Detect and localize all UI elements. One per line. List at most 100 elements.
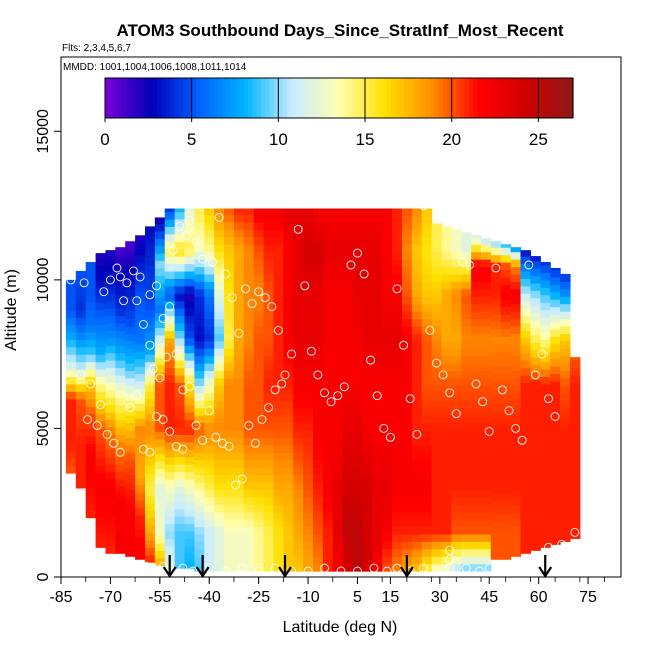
heatmap-cell (174, 516, 186, 525)
heatmap-cell (135, 484, 146, 493)
heatmap-column (214, 208, 225, 572)
heatmap-cell (164, 434, 176, 443)
heatmap-cell (174, 478, 186, 487)
heatmap-cell (105, 493, 116, 502)
heatmap-cell (303, 244, 314, 253)
heatmap-cell (372, 533, 383, 542)
x-tick-label: 75 (579, 589, 597, 606)
heatmap-cell (164, 263, 176, 272)
heatmap-cell (243, 548, 255, 557)
heatmap-cell (105, 263, 116, 272)
heatmap-cell (105, 523, 116, 532)
heatmap-cell (194, 481, 205, 490)
heatmap-cell (214, 333, 225, 342)
heatmap-cell (540, 383, 551, 392)
heatmap-cell (303, 363, 314, 372)
heatmap-cell (303, 452, 314, 461)
heatmap-cell (530, 483, 541, 492)
heatmap-cell (214, 214, 225, 223)
heatmap-cell (154, 342, 166, 351)
heatmap-cell (233, 273, 245, 282)
heatmap-cell (332, 504, 344, 513)
heatmap-cell (194, 444, 205, 453)
heatmap-cell (233, 221, 245, 230)
heatmap-cell (145, 324, 156, 333)
heatmap-cell (540, 539, 551, 548)
heatmap-cell (184, 374, 196, 383)
heatmap-cell (401, 519, 413, 528)
heatmap-cell (362, 511, 373, 520)
heatmap-cell (362, 236, 373, 245)
heatmap-cell (530, 401, 541, 410)
heatmap-cell (224, 422, 235, 431)
heatmap-cell (105, 404, 116, 413)
heatmap-cell (540, 406, 551, 415)
heatmap-cell (401, 496, 413, 505)
heatmap-cell (520, 322, 532, 331)
heatmap-cell (530, 319, 541, 328)
heatmap-cell (263, 281, 275, 290)
heatmap-cell (560, 429, 571, 438)
heatmap-cell (332, 563, 344, 572)
heatmap-cell (510, 340, 522, 349)
heatmap-cell (362, 296, 373, 305)
heatmap-cell (392, 236, 403, 245)
sample-point (438, 370, 448, 380)
sample-point (303, 566, 313, 576)
heatmap-cell (204, 511, 215, 520)
colorbar-swatch (391, 78, 396, 118)
heatmap-cell (481, 407, 492, 416)
heatmap-cell (441, 504, 452, 513)
heatmap-cell (95, 346, 107, 355)
heatmap-cell (322, 519, 334, 528)
sample-point (534, 560, 544, 570)
heatmap-cell (303, 385, 314, 394)
heatmap-cell (441, 556, 452, 565)
heatmap-cell (520, 478, 532, 487)
heatmap-cell (214, 511, 225, 520)
heatmap-cell (194, 533, 205, 542)
heatmap-cell (550, 455, 561, 464)
heatmap-cell (174, 412, 186, 421)
heatmap-cell (510, 296, 522, 305)
colorbar-swatch (248, 78, 253, 118)
heatmap-cell (431, 437, 443, 446)
heatmap-cell (145, 539, 156, 548)
heatmap-cell (530, 349, 541, 358)
heatmap-cell (105, 501, 116, 510)
heatmap-cell (461, 333, 472, 342)
heatmap-cell (184, 330, 196, 339)
heatmap-cell (115, 360, 126, 369)
heatmap-cell (382, 392, 393, 401)
heatmap-cell (510, 467, 522, 476)
heatmap-cell (214, 519, 225, 528)
heatmap-cell (471, 459, 482, 468)
heatmap-cell (204, 370, 215, 379)
heatmap-cell (135, 418, 146, 427)
heatmap-cell (65, 435, 77, 444)
heatmap-cell (75, 458, 87, 467)
heatmap-cell (471, 444, 482, 453)
heatmap-cell (392, 548, 403, 557)
heatmap-cell (224, 481, 235, 490)
heatmap-cell (520, 374, 532, 383)
heatmap-cell (461, 467, 472, 476)
heatmap-cell (421, 229, 433, 238)
heatmap-cell (451, 481, 462, 490)
heatmap-cell (135, 477, 146, 486)
heatmap-cell (352, 481, 364, 490)
heatmap-cell (263, 363, 275, 372)
colorbar-swatch (196, 78, 201, 118)
heatmap-cell (560, 273, 571, 282)
heatmap-cell (500, 306, 512, 315)
heatmap-cell (540, 279, 551, 288)
heatmap-cell (283, 444, 294, 453)
heatmap-cell (500, 462, 512, 471)
y-axis-label: Altitude (m) (3, 269, 20, 351)
colorbar-swatch (174, 78, 180, 118)
heatmap-cell (145, 287, 156, 296)
heatmap-cell (233, 526, 245, 535)
heatmap-cell (520, 530, 532, 539)
heatmap-cell (352, 422, 364, 431)
heatmap-cell (293, 318, 304, 327)
